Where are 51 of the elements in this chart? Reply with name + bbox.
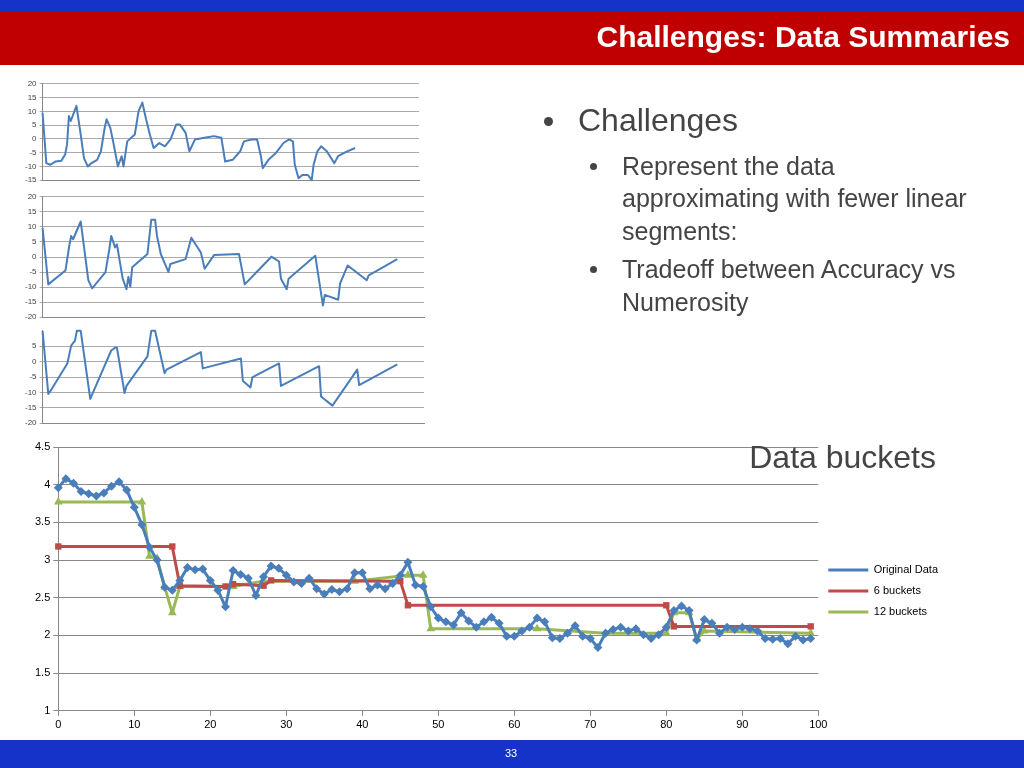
x-tick-label: 20 (204, 718, 217, 731)
y-tick-label: 1 (44, 703, 51, 716)
y-tick-label: 4.5 (34, 440, 51, 453)
y-tick-label: 15 (27, 207, 38, 217)
legend-label: Original Data (873, 563, 939, 576)
y-tick-label: -5 (29, 372, 38, 382)
y-tick-label: 5 (32, 237, 38, 247)
x-tick-label: 100 (809, 718, 828, 731)
y-tick-label: -20 (25, 312, 38, 322)
x-tick-label: 80 (660, 718, 673, 731)
text: Tradeoff between Accuracy vs Numerosity (621, 254, 957, 318)
y-tick-label: -5 (29, 267, 38, 277)
x-tick-label: 30 (280, 718, 293, 731)
x-tick-label: 70 (584, 718, 597, 731)
text: 33 (505, 747, 518, 759)
y-tick-label: -10 (25, 387, 38, 397)
y-tick-label: -5 (29, 147, 38, 157)
x-tick-label: 60 (508, 718, 521, 731)
y-tick-label: 20 (27, 79, 38, 88)
y-tick-label: 3.5 (34, 515, 51, 528)
chart-title: Data buckets (749, 439, 936, 476)
legend-label: 6 buckets (873, 584, 922, 597)
y-tick-label: 2.5 (34, 590, 51, 603)
x-tick-label: 0 (55, 718, 62, 731)
text: Challenges: Data Summaries (596, 20, 1010, 54)
y-tick-label: -10 (25, 161, 38, 171)
y-tick-label: -15 (25, 403, 38, 412)
y-tick-label: 4 (44, 477, 51, 490)
y-tick-label: 3 (44, 553, 51, 566)
y-tick-label: 0 (32, 356, 38, 366)
y-tick-label: 1.5 (34, 666, 51, 679)
y-tick-label: 5 (32, 341, 38, 351)
x-tick-label: 10 (128, 718, 141, 731)
y-tick-label: -15 (25, 175, 38, 185)
y-tick-label: 0 (32, 252, 38, 262)
text: Challenges (577, 101, 740, 140)
y-tick-label: 10 (27, 106, 38, 116)
y-tick-label: -15 (25, 297, 38, 307)
x-tick-label: 90 (736, 718, 749, 731)
y-tick-label: 15 (27, 92, 38, 102)
text: Represent the data approximating with fewer linear segments: (621, 150, 968, 247)
y-tick-label: -10 (25, 282, 38, 292)
y-tick-label: 20 (27, 192, 38, 201)
y-tick-label: 2 (44, 628, 51, 641)
y-tick-label: 0 (32, 134, 38, 144)
legend-label: 12 buckets (873, 605, 928, 618)
y-tick-label: 10 (27, 222, 38, 232)
x-tick-label: 40 (356, 718, 369, 731)
y-tick-label: -20 (25, 418, 38, 428)
x-tick-label: 50 (432, 718, 445, 731)
y-tick-label: 5 (32, 120, 38, 130)
